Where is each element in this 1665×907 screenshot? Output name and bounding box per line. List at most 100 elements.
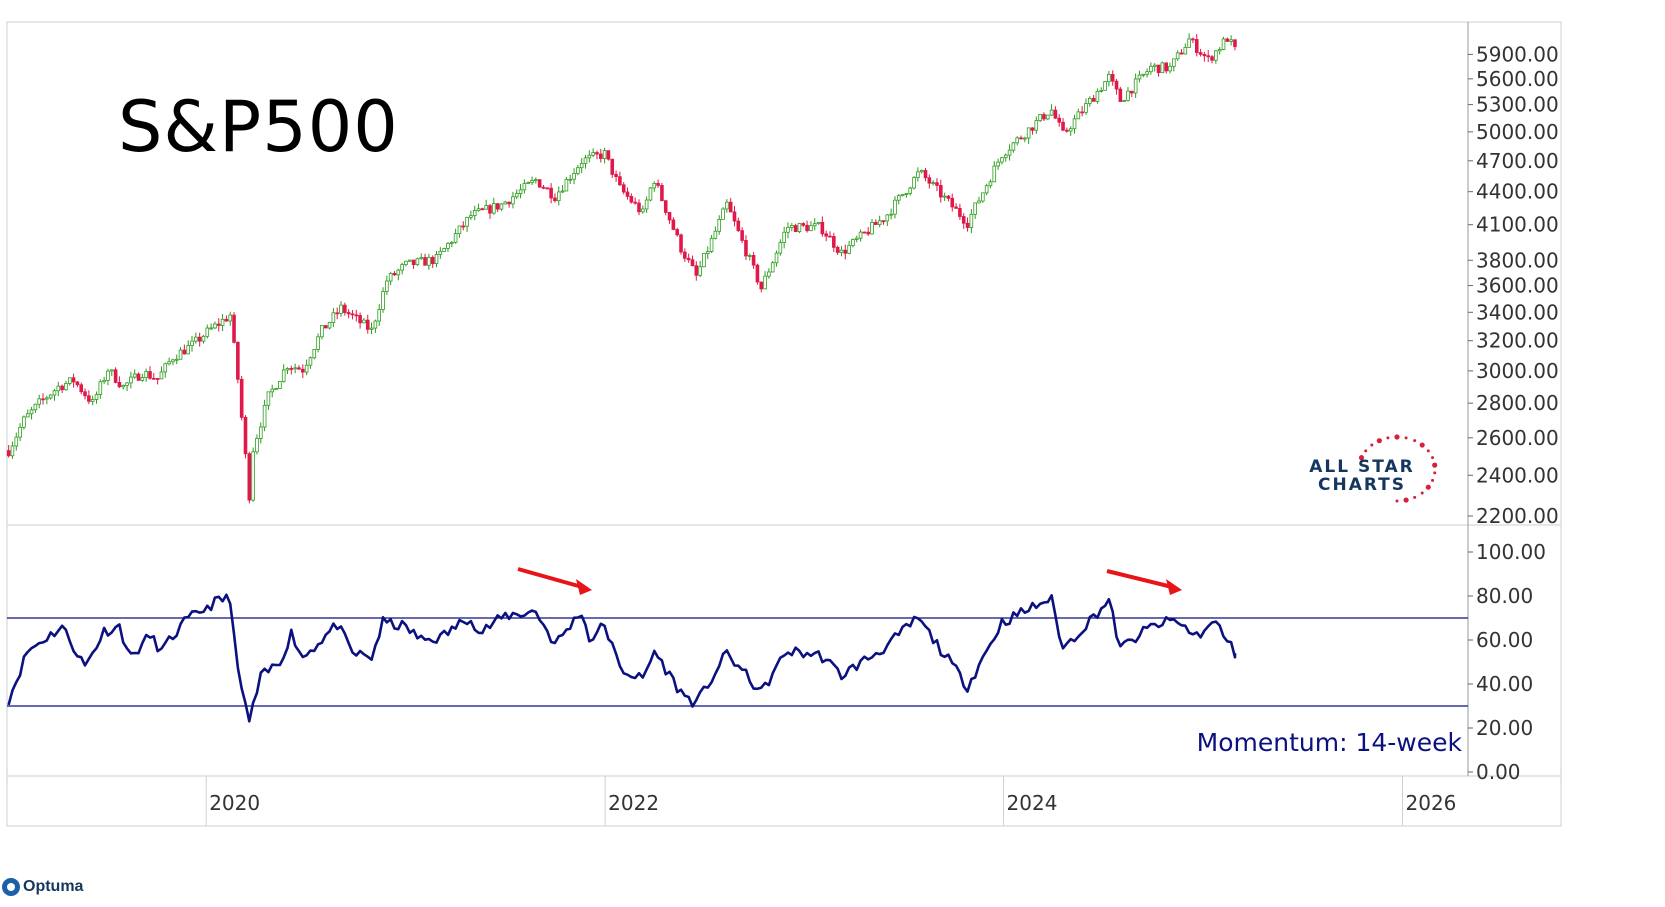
price-candle	[835, 245, 840, 255]
candle-body	[75, 381, 80, 386]
candle-body	[1221, 38, 1226, 50]
price-candle	[113, 367, 118, 384]
price-candle	[201, 334, 206, 344]
star-dot	[1413, 439, 1417, 443]
candle-body	[98, 381, 103, 395]
price-candle	[996, 158, 1000, 170]
price-candle	[258, 422, 263, 444]
price-candle	[1042, 112, 1046, 121]
candle-body	[465, 216, 469, 227]
candle-body	[148, 371, 152, 379]
price-candle	[744, 235, 748, 260]
candle-body	[671, 219, 676, 230]
price-candle	[537, 179, 542, 188]
candle-body	[476, 208, 481, 211]
momentum-tick-label: 0.00	[1476, 760, 1521, 784]
candle-body	[1198, 52, 1203, 55]
price-candle	[48, 394, 53, 400]
price-candle	[1156, 64, 1161, 77]
candle-body	[759, 281, 764, 290]
candle-body	[835, 246, 840, 253]
price-candle	[148, 366, 152, 380]
price-candle	[1214, 50, 1218, 64]
price-candle	[598, 148, 603, 163]
candle-body	[644, 199, 649, 210]
price-candle	[981, 192, 985, 203]
candle-body	[824, 233, 828, 237]
candle-body	[854, 237, 859, 240]
price-candle	[1137, 70, 1142, 83]
price-candle	[1191, 37, 1195, 44]
candle-body	[511, 196, 515, 205]
price-candle	[942, 192, 947, 201]
price-candle	[1202, 51, 1207, 62]
candle-body	[690, 259, 695, 267]
price-candle	[801, 222, 806, 227]
price-candle	[178, 347, 183, 360]
price-candle	[308, 356, 313, 369]
price-candle	[713, 226, 718, 240]
price-candle	[171, 358, 175, 366]
chart-frame	[6, 21, 1562, 827]
chart-title: S&P500	[118, 86, 399, 168]
candle-body	[1072, 118, 1077, 130]
price-candle	[770, 260, 775, 273]
candle-body	[629, 196, 634, 203]
candle-body	[797, 223, 802, 233]
candle-body	[79, 384, 84, 393]
candle-body	[981, 192, 985, 202]
price-candle	[373, 319, 378, 333]
price-candle	[392, 271, 397, 276]
price-candle	[45, 395, 49, 405]
price-candle	[159, 366, 164, 380]
candle-body	[583, 157, 588, 164]
price-candle	[52, 388, 57, 401]
price-candle	[327, 321, 332, 330]
watermark-line2: CHARTS	[1318, 475, 1406, 495]
price-candle	[186, 340, 190, 355]
candle-body	[1164, 62, 1168, 72]
price-candle	[262, 399, 267, 432]
price-candle	[1225, 37, 1230, 42]
price-candle	[1110, 70, 1115, 86]
candle-body	[896, 195, 901, 201]
price-candle	[1045, 114, 1050, 120]
price-tick-label: 5000.00	[1476, 120, 1559, 144]
star-dot	[1358, 455, 1365, 461]
candle-body	[1015, 137, 1020, 144]
x-tick-label: 2020	[209, 791, 260, 815]
candle-body	[224, 318, 229, 322]
candle-body	[637, 202, 641, 213]
candle-body	[1194, 39, 1199, 53]
candle-body	[236, 341, 240, 380]
price-candle	[293, 363, 297, 374]
price-candle	[1080, 106, 1084, 117]
optuma-logo-icon	[2, 878, 20, 896]
candle-body	[385, 280, 389, 292]
price-candle	[14, 432, 19, 451]
price-candle	[434, 251, 439, 268]
price-candle	[1221, 36, 1226, 51]
candle-body	[174, 358, 179, 361]
price-candle	[1026, 127, 1031, 144]
price-candle	[274, 387, 278, 390]
price-candle	[236, 341, 240, 384]
candle-body	[618, 176, 622, 186]
candle-body	[908, 187, 913, 194]
candle-body	[37, 398, 41, 405]
candle-body	[587, 154, 592, 159]
candle-body	[266, 391, 271, 406]
price-candle	[614, 170, 618, 182]
price-candle	[965, 217, 970, 232]
price-candle	[526, 181, 531, 184]
price-candle	[667, 211, 672, 224]
price-tick-label: 5900.00	[1476, 42, 1559, 66]
candle-body	[598, 153, 603, 159]
candle-body	[705, 251, 710, 254]
candle-body	[809, 225, 813, 232]
price-tick-label: 4400.00	[1476, 180, 1559, 204]
candle-body	[686, 257, 691, 261]
price-candle	[1183, 43, 1188, 55]
candle-body	[625, 191, 630, 197]
price-candle	[213, 321, 217, 330]
